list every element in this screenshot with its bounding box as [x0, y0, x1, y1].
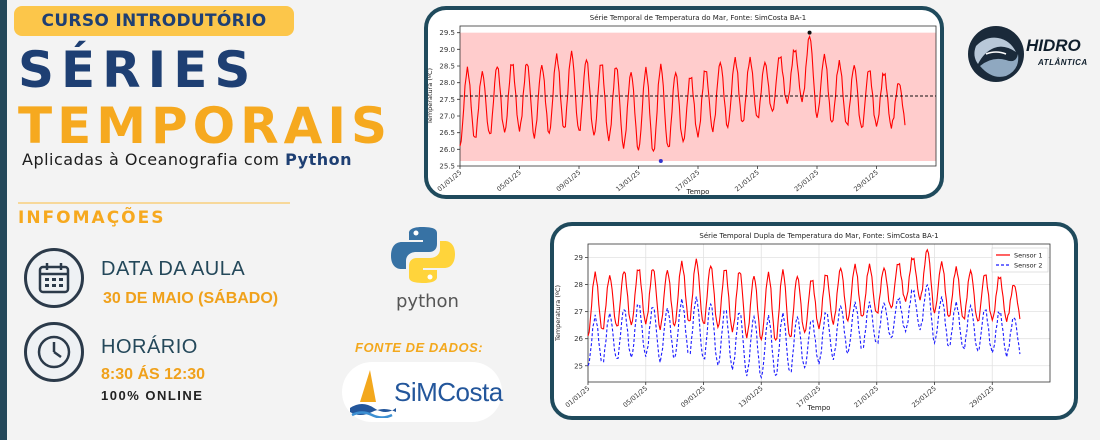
- legend-entry: Sensor 1: [1014, 252, 1042, 260]
- y-tick-label: 27.5: [439, 96, 455, 104]
- y-axis-label: Temperatura (ºC): [554, 285, 562, 342]
- x-tick-label: 09/01/25: [679, 384, 707, 409]
- series-line-2: [587, 283, 1021, 380]
- simcosta-logo: SiMCosta: [342, 362, 503, 422]
- min-point: [658, 159, 663, 163]
- info-divider: [18, 202, 290, 204]
- hidro-name: HIDRO: [1026, 36, 1081, 55]
- course-badge: CURSO INTRODUTÓRIO: [14, 6, 294, 36]
- plot-border: [587, 243, 1051, 383]
- y-tick-label: 29.0: [439, 46, 455, 54]
- x-tick-label: 13/01/25: [614, 168, 642, 193]
- range-band: [460, 32, 936, 162]
- hidro-globe-icon: [968, 26, 1024, 82]
- x-tick-label: 13/01/25: [737, 384, 765, 409]
- left-accent-bar: [0, 0, 7, 440]
- y-tick-label: 28.5: [439, 63, 455, 71]
- hidro-atlantica-logo: HIDRO ATLÂNTICA: [966, 24, 1098, 88]
- chart-title: Série Temporal de Temperatura do Mar, Fo…: [590, 14, 807, 22]
- x-tick-label: 01/01/25: [436, 168, 464, 193]
- x-tick-label: 29/01/25: [968, 384, 996, 409]
- x-axis-label: Tempo: [807, 404, 831, 412]
- subtitle-python: Python: [285, 150, 352, 169]
- y-tick-label: 28.0: [439, 79, 455, 87]
- x-axis-label: Tempo: [686, 188, 710, 195]
- mode-label: 100% ONLINE: [101, 388, 204, 403]
- time-value: 8:30 ÁS 12:30: [101, 366, 206, 383]
- x-tick-label: 21/01/25: [853, 384, 881, 409]
- info-heading: INFOMAÇÕES: [18, 208, 166, 228]
- chart-title: Série Temporal Dupla de Temperatura do M…: [699, 232, 938, 240]
- subtitle: Aplicadas à Oceanografia com Python: [22, 150, 352, 169]
- chart-dual: Série Temporal Dupla de Temperatura do M…: [554, 232, 1051, 412]
- y-tick-label: 25: [574, 362, 583, 370]
- y-tick-label: 26.5: [439, 129, 455, 137]
- date-label: DATA DA AULA: [101, 258, 246, 280]
- y-tick-label: 27: [574, 308, 583, 316]
- series-line-1: [459, 34, 906, 153]
- y-tick-label: 27.0: [439, 113, 455, 121]
- y-tick-label: 26: [574, 335, 583, 343]
- data-source-label: FONTE DE DADOS:: [355, 340, 484, 355]
- title-line-2: TEMPORAIS: [18, 97, 392, 155]
- x-tick-label: 01/01/25: [564, 384, 592, 409]
- python-logo: python: [388, 225, 459, 312]
- max-point: [807, 30, 812, 35]
- x-tick-label: 09/01/25: [555, 168, 583, 193]
- subtitle-prefix: Aplicadas à Oceanografia com: [22, 150, 286, 169]
- x-tick-label: 29/01/25: [852, 168, 880, 193]
- clock-icon: [24, 322, 84, 382]
- time-label: HORÁRIO: [101, 336, 198, 358]
- y-axis-label: Temperatura (ºC): [428, 68, 434, 125]
- y-tick-label: 28: [574, 281, 583, 289]
- x-tick-label: 25/01/25: [793, 168, 821, 193]
- y-tick-label: 26.0: [439, 146, 455, 154]
- hidro-sub: ATLÂNTICA: [1038, 58, 1088, 67]
- simcosta-sail-icon: [350, 370, 396, 418]
- x-tick-label: 05/01/25: [622, 384, 650, 409]
- x-tick-label: 21/01/25: [733, 168, 761, 193]
- simcosta-wordmark: SiMCosta: [394, 376, 503, 407]
- chart-single: Série Temporal de Temperatura do Mar, Fo…: [428, 14, 937, 195]
- series-line-1: [587, 248, 1021, 342]
- date-value: 30 DE MAIO (SÁBADO): [103, 290, 279, 307]
- calendar-icon: [24, 248, 84, 308]
- legend-box: [991, 247, 1049, 273]
- chart-dual-frame: Série Temporal Dupla de Temperatura do M…: [550, 222, 1078, 420]
- chart-single-frame: Série Temporal de Temperatura do Mar, Fo…: [424, 6, 944, 199]
- legend-entry: Sensor 2: [1014, 262, 1042, 270]
- x-tick-label: 05/01/25: [495, 168, 523, 193]
- y-tick-label: 29.5: [439, 29, 455, 37]
- y-tick-label: 29: [574, 254, 583, 262]
- title-line-1: SÉRIES: [18, 41, 258, 99]
- python-wordmark: python: [396, 291, 459, 312]
- x-tick-label: 25/01/25: [910, 384, 938, 409]
- y-tick-label: 25.5: [439, 163, 455, 171]
